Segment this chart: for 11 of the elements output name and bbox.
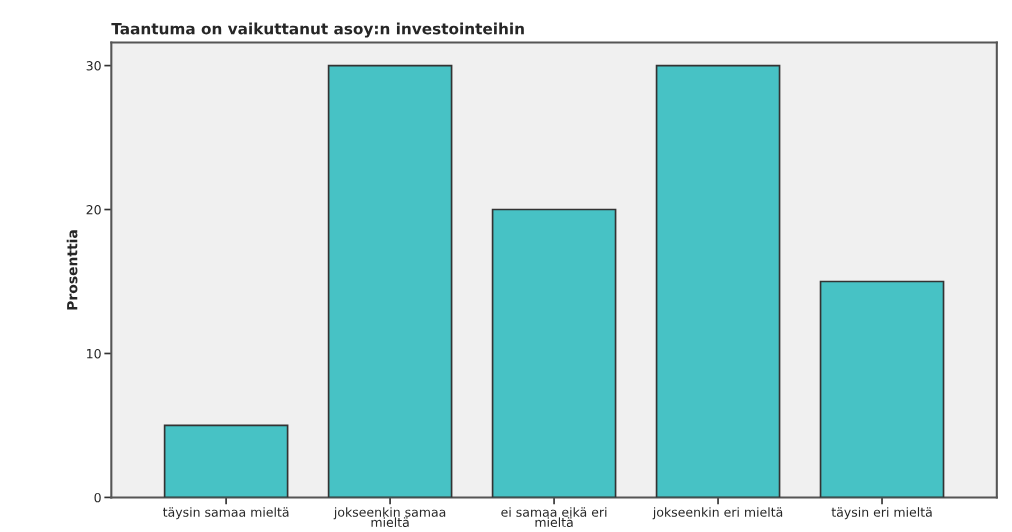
x-tick-label: täysin samaa mieltä (163, 507, 289, 520)
x-tick-label: ei samaa eikä eri mieltä (501, 507, 607, 528)
y-tick-label: 20 (86, 205, 101, 215)
x-tick-label: jokseenkin eri mieltä (652, 507, 783, 520)
y-tick-label: 30 (86, 61, 101, 71)
y-tick-label: 0 (94, 492, 101, 503)
x-tick-label: täysin eri mieltä (831, 507, 932, 520)
y-tick-label: 10 (87, 348, 101, 359)
chart-title: Taantuma on vaikuttanut asoy:n investointeihin (111, 22, 524, 38)
y-axis-title: Prosenttia (66, 230, 78, 310)
x-tick-label: jokseenkin samaa mieltä (333, 507, 446, 528)
